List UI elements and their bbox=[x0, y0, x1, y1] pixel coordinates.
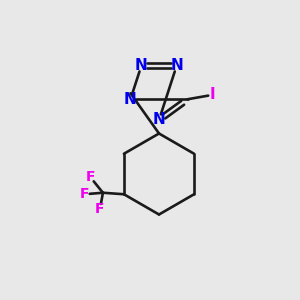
Text: I: I bbox=[210, 87, 215, 102]
Text: N: N bbox=[124, 92, 137, 107]
Text: F: F bbox=[85, 170, 95, 184]
Text: F: F bbox=[95, 202, 105, 216]
Text: F: F bbox=[80, 187, 89, 201]
Text: N: N bbox=[135, 58, 148, 73]
Text: N: N bbox=[170, 58, 183, 73]
Text: N: N bbox=[153, 112, 165, 128]
